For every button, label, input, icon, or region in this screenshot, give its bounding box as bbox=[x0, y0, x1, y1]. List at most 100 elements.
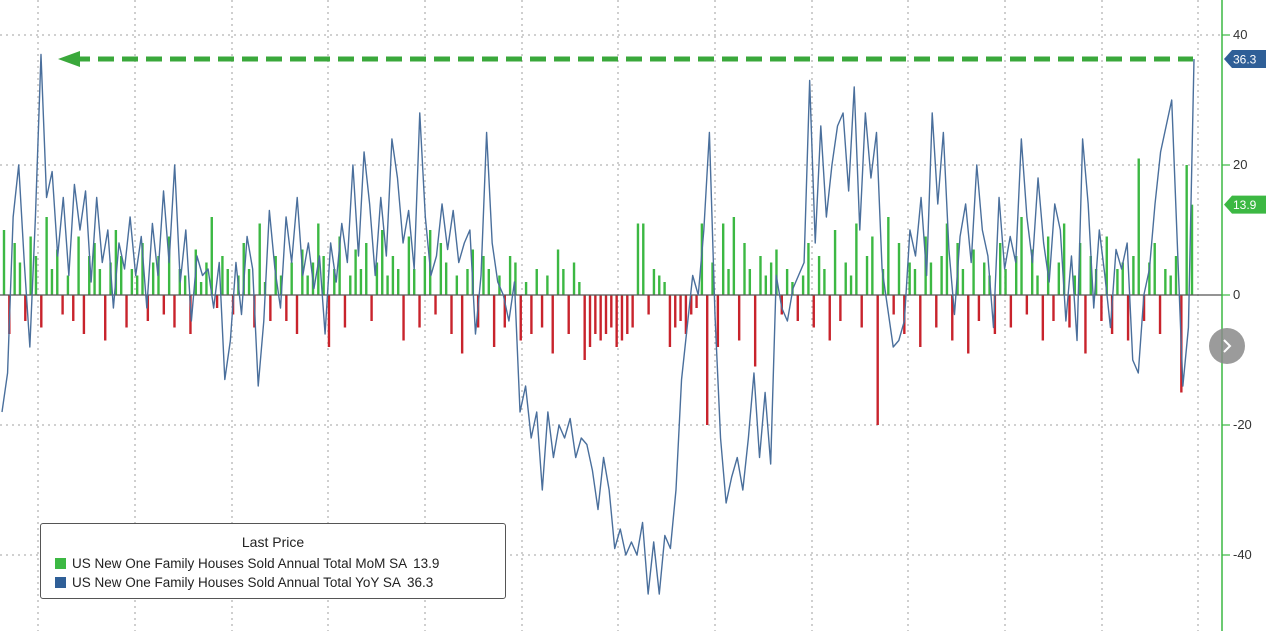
mom-bar-48 bbox=[258, 223, 261, 295]
mom-bar-78 bbox=[418, 295, 421, 328]
mom-bar-198 bbox=[1057, 262, 1061, 295]
mom-bar-40 bbox=[215, 295, 219, 308]
mom-bar-139 bbox=[743, 243, 746, 295]
mom-bar-19 bbox=[104, 295, 107, 341]
mom-bar-134 bbox=[716, 295, 720, 347]
mom-bar-129 bbox=[690, 295, 693, 315]
mom-bar-141 bbox=[753, 295, 757, 367]
mom-bar-23 bbox=[125, 295, 128, 328]
mom-bar-53 bbox=[285, 295, 288, 321]
legend: Last Price US New One Family Houses Sold… bbox=[40, 523, 506, 599]
mom-bar-12 bbox=[66, 275, 70, 295]
mom-bar-214 bbox=[1142, 295, 1146, 321]
mom-bar-5 bbox=[29, 236, 32, 295]
mom-bar-86 bbox=[460, 295, 464, 354]
legend-swatch-yoy bbox=[55, 577, 66, 588]
mom-bar-143 bbox=[764, 275, 768, 295]
mom-bar-165 bbox=[881, 269, 885, 295]
mom-bar-60 bbox=[322, 256, 325, 295]
mom-bar-156 bbox=[833, 230, 837, 295]
mom-bar-132 bbox=[706, 295, 709, 425]
mom-bar-61 bbox=[327, 295, 331, 347]
mom-bar-140 bbox=[748, 269, 752, 295]
mom-bar-121 bbox=[647, 295, 650, 315]
mom-bar-2 bbox=[13, 243, 16, 295]
mom-bar-79 bbox=[423, 256, 427, 295]
mom-bar-219 bbox=[1169, 275, 1172, 295]
reference-arrow bbox=[58, 51, 1193, 68]
mom-bar-9 bbox=[50, 269, 54, 295]
mom-bar-34 bbox=[183, 275, 187, 295]
mom-bar-118 bbox=[631, 295, 634, 328]
mom-bar-177 bbox=[945, 223, 949, 295]
mom-bar-57 bbox=[306, 275, 309, 295]
mom-bar-197 bbox=[1052, 295, 1055, 321]
mom-bar-22 bbox=[120, 256, 123, 295]
mom-bar-142 bbox=[759, 256, 762, 295]
mom-bar-64 bbox=[343, 295, 347, 328]
chevron-right-icon bbox=[1223, 339, 1232, 353]
mom-bar-136 bbox=[727, 269, 730, 295]
mom-bar-94 bbox=[503, 295, 506, 328]
mom-bar-99 bbox=[530, 295, 533, 334]
mom-bar-70 bbox=[375, 262, 379, 295]
mom-bar-137 bbox=[732, 217, 736, 295]
mom-bar-222 bbox=[1185, 165, 1188, 295]
mom-bar-187 bbox=[999, 243, 1002, 295]
mom-bar-188 bbox=[1004, 269, 1007, 295]
mom-bar-108 bbox=[578, 282, 581, 295]
legend-value-yoy: 36.3 bbox=[406, 575, 434, 590]
mom-bar-158 bbox=[844, 262, 847, 295]
mom-bar-37 bbox=[199, 282, 203, 295]
mom-bar-213 bbox=[1137, 158, 1140, 295]
mom-bar-166 bbox=[887, 217, 890, 295]
mom-bar-92 bbox=[492, 295, 496, 347]
yoy-line bbox=[1, 53, 1195, 595]
mom-bar-176 bbox=[940, 256, 943, 295]
mom-bar-75 bbox=[402, 295, 405, 341]
mom-bar-109 bbox=[583, 295, 586, 360]
mom-bar-124 bbox=[663, 282, 666, 295]
mom-bar-76 bbox=[407, 236, 411, 295]
y-axis: 40 20 0 -20 -40 bbox=[1221, 0, 1252, 631]
mom-bar-135 bbox=[721, 223, 725, 295]
mom-bar-68 bbox=[365, 243, 368, 295]
mom-bar-199 bbox=[1062, 223, 1066, 295]
mom-bar-62 bbox=[333, 269, 336, 295]
mom-bar-97 bbox=[519, 295, 522, 341]
mom-bar-122 bbox=[652, 269, 656, 295]
mom-bar-191 bbox=[1020, 217, 1023, 295]
mom-bar-54 bbox=[290, 262, 293, 295]
mom-bar-90 bbox=[482, 256, 485, 295]
reference-arrowhead bbox=[58, 51, 80, 68]
mom-bar-85 bbox=[455, 275, 459, 295]
mom-bar-212 bbox=[1132, 256, 1135, 295]
mom-bar-147 bbox=[785, 269, 789, 295]
mom-bar-104 bbox=[556, 249, 560, 295]
mom-bar-4 bbox=[24, 295, 27, 321]
mom-bar-204 bbox=[1089, 256, 1092, 295]
value-badge-0 bbox=[1224, 50, 1266, 69]
mom-bar-127 bbox=[679, 295, 682, 321]
mom-bar-69 bbox=[370, 295, 373, 321]
mom-bar-84 bbox=[450, 295, 453, 334]
mom-bar-77 bbox=[413, 269, 416, 295]
y-tick-label-0: 40 bbox=[1233, 27, 1247, 42]
mom-bar-159 bbox=[849, 275, 853, 295]
mom-bar-45 bbox=[242, 243, 245, 295]
mom-bar-10 bbox=[56, 249, 59, 295]
mom-bar-65 bbox=[349, 275, 352, 295]
y-tick-label-4: -40 bbox=[1233, 547, 1252, 562]
mom-bar-128 bbox=[684, 295, 688, 334]
next-button[interactable] bbox=[1209, 328, 1245, 364]
mom-bar-74 bbox=[397, 269, 400, 295]
mom-bar-168 bbox=[897, 243, 901, 295]
mom-bar-157 bbox=[839, 295, 842, 321]
mom-bar-164 bbox=[876, 295, 879, 425]
mom-bar-28 bbox=[151, 262, 155, 295]
mom-bar-17 bbox=[93, 243, 96, 295]
mom-bar-72 bbox=[386, 275, 389, 295]
mom-bar-223 bbox=[1190, 204, 1194, 295]
legend-label-mom: US New One Family Houses Sold Annual Tot… bbox=[72, 556, 408, 571]
mom-bar-145 bbox=[775, 249, 778, 295]
